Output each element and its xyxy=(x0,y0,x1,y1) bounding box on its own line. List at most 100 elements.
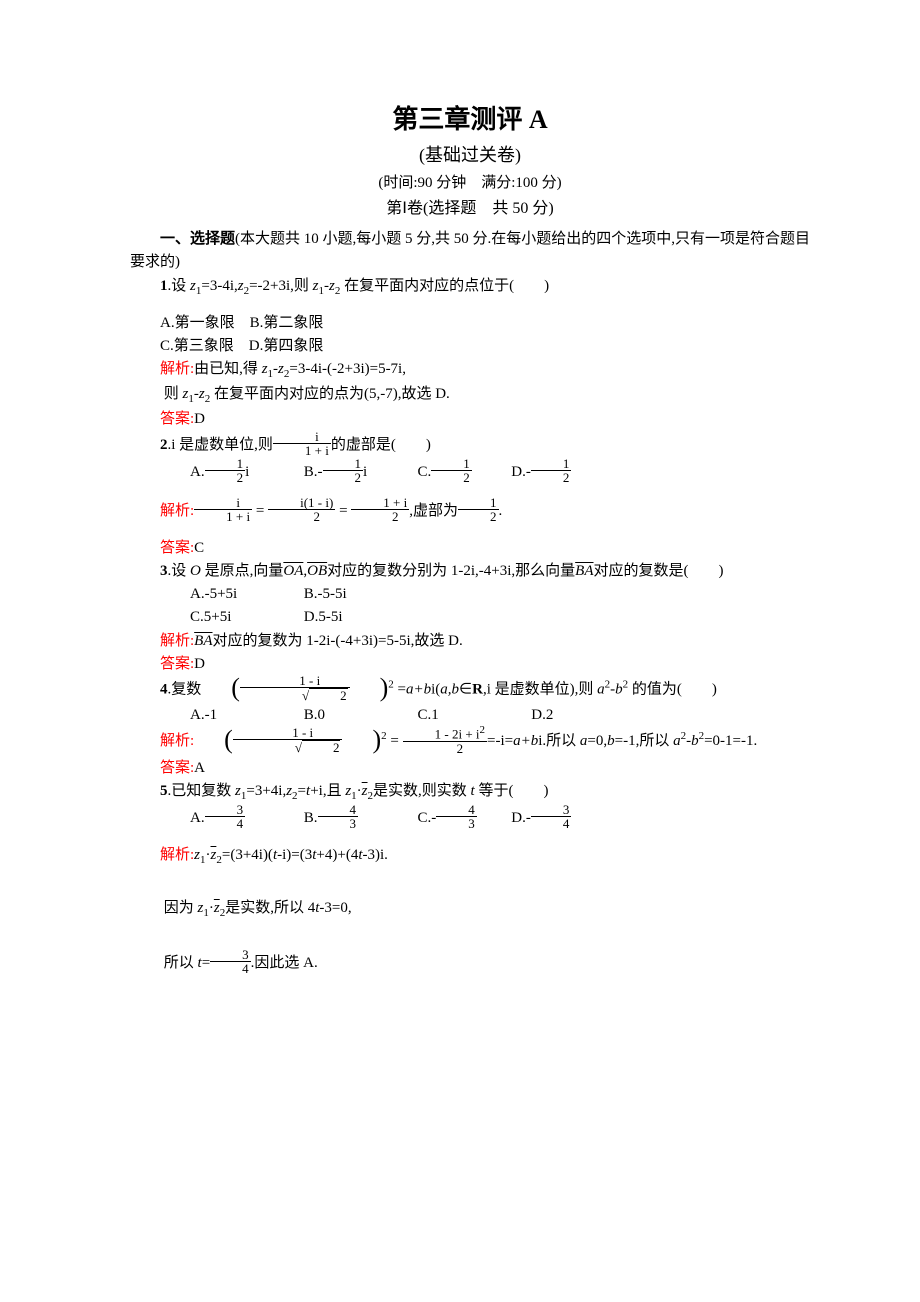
q5-eq: = xyxy=(298,783,306,799)
q1-opt-b: B.第二象限 xyxy=(250,315,324,331)
fn: 1 xyxy=(458,496,499,510)
q3-t2: 是原点,向量 xyxy=(201,563,284,579)
q4-stem: 4.复数(1 - i2)2 =a+bi(a,b∈R,i 是虚数单位),则 a2-… xyxy=(130,676,810,704)
q5-opt-c: C.-43 xyxy=(388,805,478,832)
fd: 2 xyxy=(323,471,364,484)
q2-analysis: 解析:i1 + i = i(1 - i)2 = 1 + i2,虚部为12. xyxy=(130,498,810,525)
q5-t4: 是实数,则实数 xyxy=(373,783,471,799)
fd: 2 xyxy=(268,510,335,523)
a: 因为 xyxy=(164,900,198,916)
q3-opt-c: C.5+5i xyxy=(160,606,270,629)
a: -i)=(3 xyxy=(277,847,312,863)
q2-opt-d: D.-12 xyxy=(481,459,591,486)
analysis-label: 解析: xyxy=(160,633,194,649)
q5-opt-a: A.34 xyxy=(160,805,270,832)
q1-number: 1 xyxy=(160,278,168,294)
sqrt-body: 2 xyxy=(302,740,341,754)
fn: 3 xyxy=(531,803,572,817)
a: -3)i. xyxy=(363,847,388,863)
q4-a1: -i= xyxy=(495,733,513,749)
q2-frac-num: i xyxy=(273,430,331,444)
fn: 1 - 2i + i xyxy=(435,727,480,742)
q3-opt-a: A.-5+5i xyxy=(160,583,270,606)
q4-eq: = xyxy=(398,682,406,698)
sqrt-body: 2 xyxy=(309,688,348,702)
q4-a2: i.所以 xyxy=(538,733,580,749)
a: -3=0, xyxy=(319,900,351,916)
q5-number: 5 xyxy=(160,783,168,799)
q5-t1: .已知复数 xyxy=(168,783,236,799)
p: A. xyxy=(190,810,205,826)
fn: i xyxy=(194,496,252,510)
q1-opt-d: D.第四象限 xyxy=(249,338,324,354)
q5-analysis-3: 所以 t=34.因此选 A. xyxy=(130,950,810,977)
q1-answer: 答案:D xyxy=(130,408,810,431)
q1-a3: 则 xyxy=(164,386,183,402)
fn: i(1 - i) xyxy=(268,496,335,510)
q1-t3: =-2+3i,则 xyxy=(249,278,313,294)
fd: 2 xyxy=(403,742,487,755)
q2-a-pre: A. xyxy=(190,464,205,480)
q2-t2: 的虚部是( ) xyxy=(331,437,431,453)
q3-opt-b: B.-5-5i xyxy=(274,583,384,606)
q2-at: ,虚部为 xyxy=(409,503,458,519)
q3-analysis: 解析:BA对应的复数为 1-2i-(-4+3i)=5-5i,故选 D. xyxy=(130,630,810,653)
fn: 1 xyxy=(531,457,572,471)
q5-analysis-1: 解析:z1·z2=(3+4i)(t-i)=(3t+4)+(4t-3)i. xyxy=(130,844,810,869)
q3-O: O xyxy=(190,563,201,579)
a: =(3+4i)( xyxy=(222,847,273,863)
q1-analysis: 解析:由已知,得 z1-z2=3-4i-(-2+3i)=5-7i, xyxy=(130,358,810,383)
q2-options: A.12i B.-12i C.12 D.-12 xyxy=(130,459,810,486)
q4-number: 4 xyxy=(160,682,168,698)
q2-answer: 答案:C xyxy=(130,537,810,560)
q2-b-pre: B.- xyxy=(304,464,323,480)
q2-c-pre: C. xyxy=(418,464,432,480)
q3-number: 3 xyxy=(160,563,168,579)
fn: 1 xyxy=(431,457,472,471)
q1-opt-c: C.第三象限 xyxy=(160,338,234,354)
section-intro: 一、选择题(本大题共 10 小题,每小题 5 分,共 50 分.在每小题给出的四… xyxy=(130,228,810,275)
q1-t2: =3-4i, xyxy=(201,278,237,294)
fd: 1 + i xyxy=(194,510,252,523)
fd: 2 xyxy=(431,471,472,484)
q4-in: ∈ xyxy=(459,682,472,698)
fn: 1 + i xyxy=(351,496,409,510)
fn: 4 xyxy=(318,803,359,817)
analysis-label: 解析: xyxy=(160,733,194,749)
q5-t2: =3+4i, xyxy=(246,783,286,799)
q2-frac-den: 1 + i xyxy=(273,444,331,457)
fd: 4 xyxy=(531,817,572,830)
vec-ba: BA xyxy=(194,633,212,649)
fd: 3 xyxy=(318,817,359,830)
q4-a4: =-1,所以 xyxy=(615,733,673,749)
q1-answer-val: D xyxy=(194,411,205,427)
q4-opt-b: B.0 xyxy=(274,704,384,727)
fd: 2 xyxy=(531,471,572,484)
q2-t1: .i 是虚数单位,则 xyxy=(168,437,273,453)
p: D.- xyxy=(511,810,531,826)
q1-t1: .设 xyxy=(168,278,191,294)
fd: 4 xyxy=(205,817,246,830)
q1-a4: 在复平面内对应的点为(5,-7),故选 D. xyxy=(210,386,450,402)
q5-analysis-2: 因为 z1·z2是实数,所以 4t-3=0, xyxy=(130,897,810,922)
q4-a5: =0-1=-1. xyxy=(704,733,757,749)
q2-a-suf: i xyxy=(245,464,249,480)
q3-t3: 对应的复数分别为 1-2i,-4+3i,那么向量 xyxy=(327,563,575,579)
q2-opt-a: A.12i xyxy=(160,459,270,486)
q3-t1: .设 xyxy=(168,563,191,579)
q2-opt-b: B.-12i xyxy=(274,459,384,486)
q5-opt-b: B.43 xyxy=(274,805,384,832)
answer-label: 答案: xyxy=(160,656,194,672)
answer-label: 答案: xyxy=(160,540,194,556)
q1-stem: 1.设 z1=3-4i,z2=-2+3i,则 z1-z2 在复平面内对应的点位于… xyxy=(130,275,810,300)
a: = xyxy=(202,955,210,971)
fn: 3 xyxy=(205,803,246,817)
q3-opts-row1: A.-5+5i B.-5-5i xyxy=(130,583,810,606)
fd: 2 xyxy=(205,471,246,484)
fn: 3 xyxy=(210,948,251,962)
analysis-label: 解析: xyxy=(160,361,194,377)
fn: 4 xyxy=(436,803,477,817)
q4-answer-val: A xyxy=(194,760,205,776)
q3-answer-val: D xyxy=(194,656,205,672)
q5-opt-d: D.-34 xyxy=(481,805,591,832)
